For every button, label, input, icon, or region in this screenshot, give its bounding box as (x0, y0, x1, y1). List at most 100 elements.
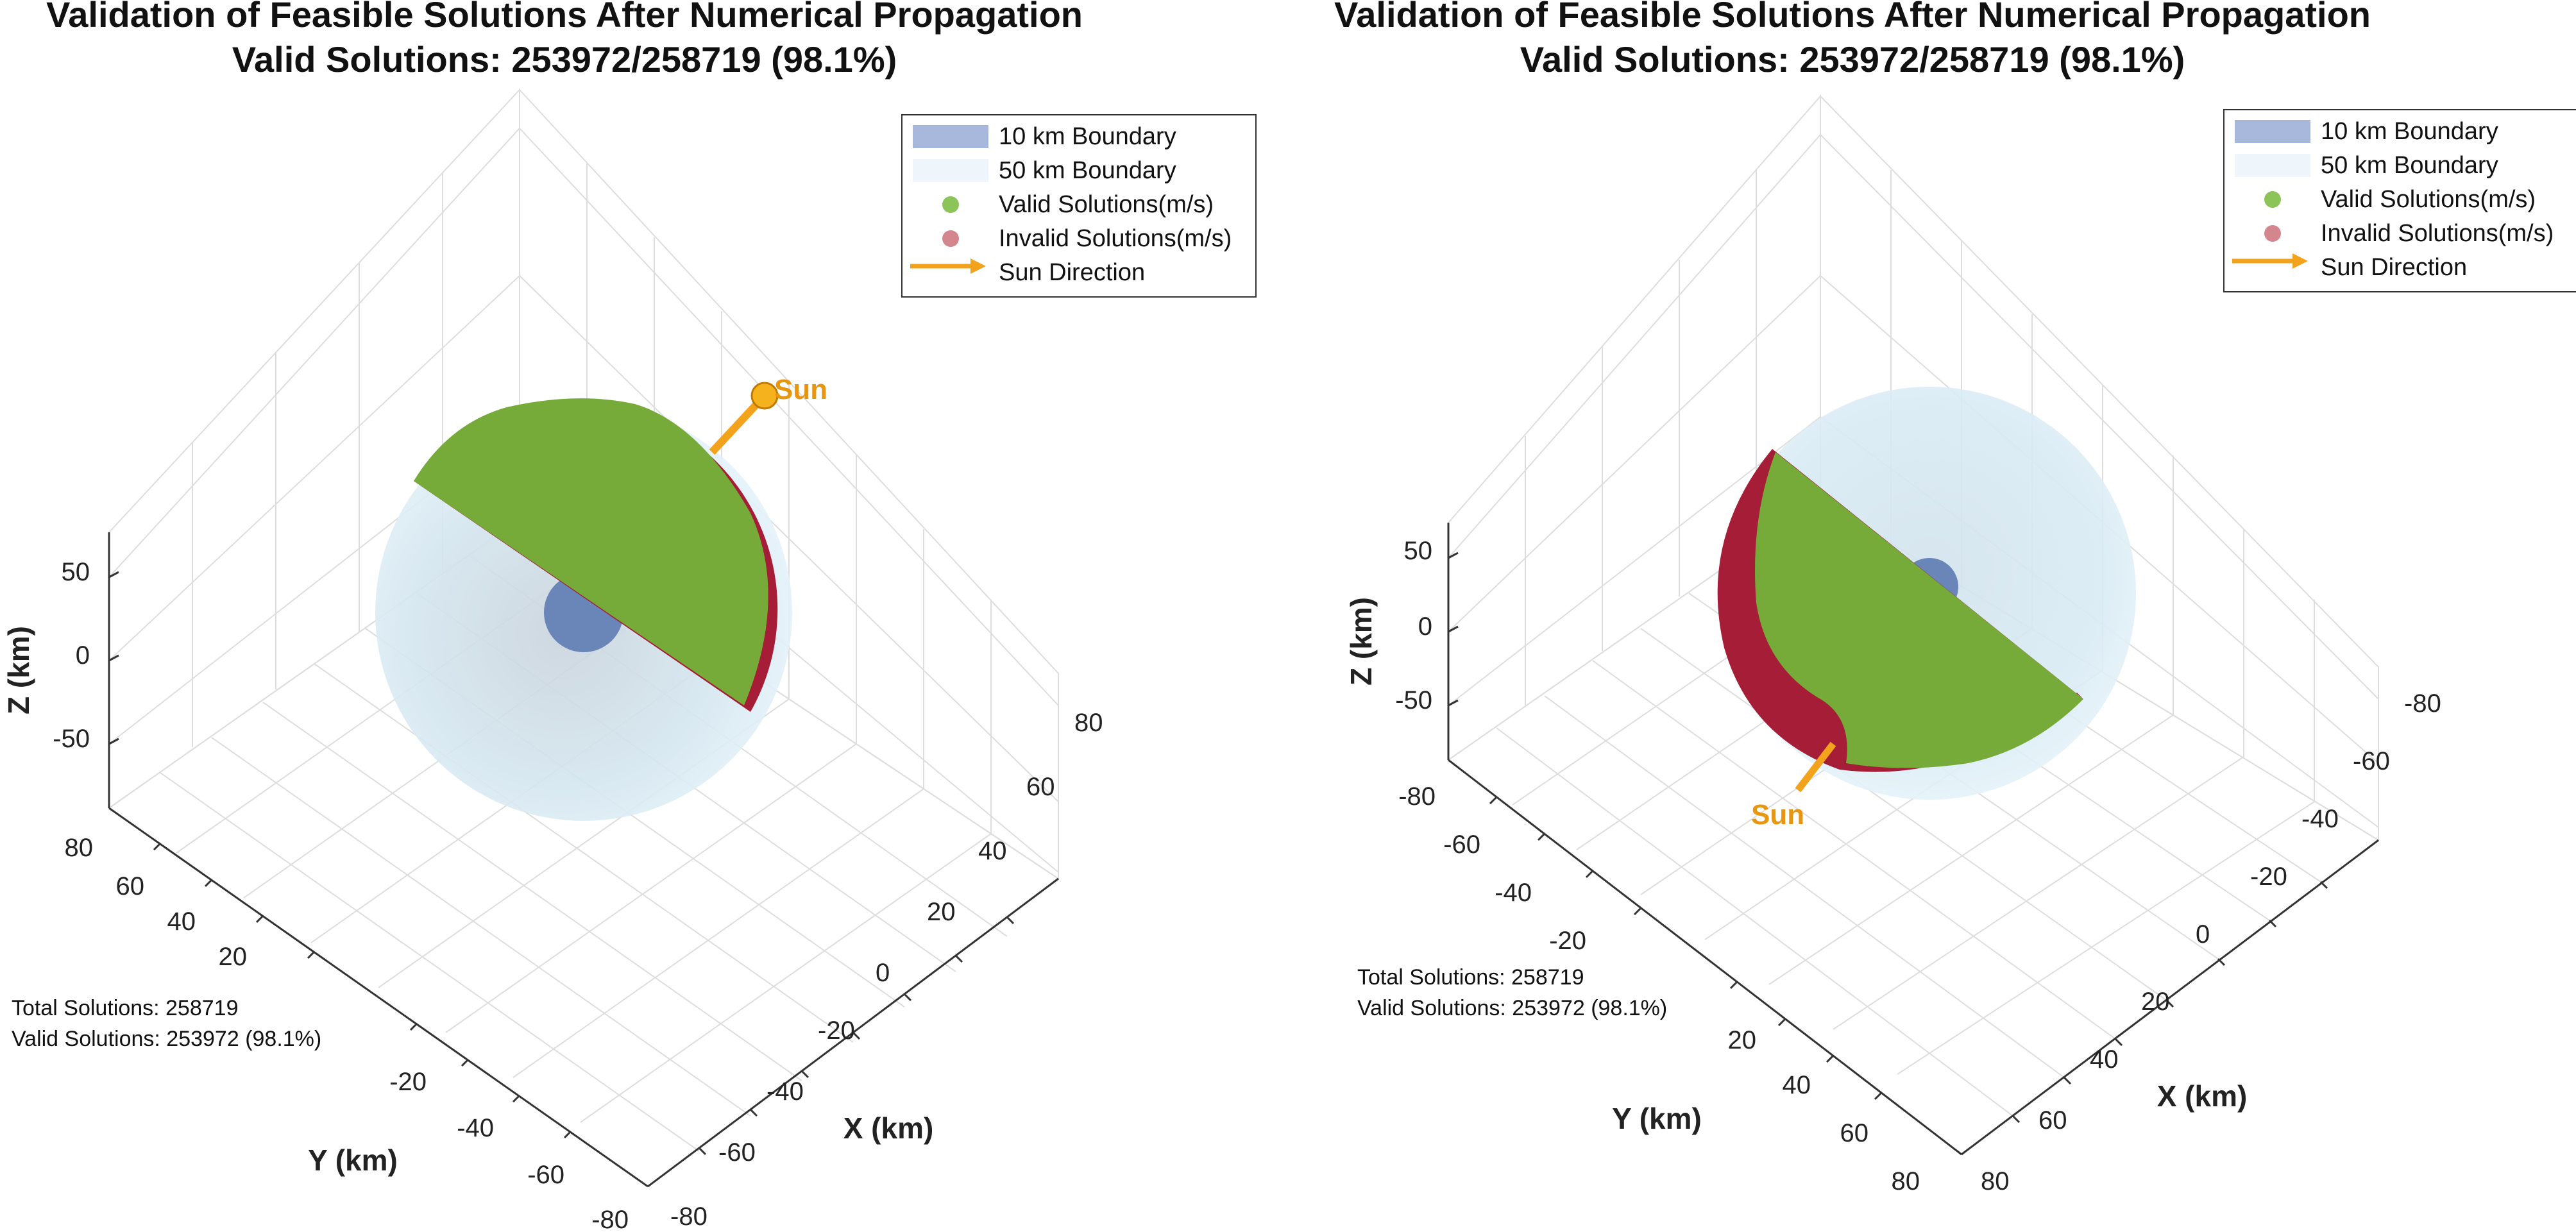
legend-item-invalid: Invalid Solutions(m/s) (2231, 217, 2554, 249)
legend-swatch-10km (913, 125, 988, 148)
x-tick: -40 (2301, 805, 2339, 833)
legend-label: Valid Solutions(m/s) (2321, 185, 2536, 213)
tick-marks (108, 571, 1015, 1156)
z-axis-label: Z (km) (1344, 597, 1378, 686)
legend-dot-invalid (2264, 225, 2281, 242)
y-tick: -80 (591, 1206, 629, 1232)
y-axis-label: Y (km) (1612, 1102, 1702, 1135)
z-tick: 50 (1404, 537, 1433, 565)
y-tick: 60 (116, 872, 145, 900)
x-tick: 0 (876, 959, 890, 987)
legend-label: Invalid Solutions(m/s) (2321, 219, 2554, 247)
left-chart-panel: Validation of Feasible Solutions After N… (2, 0, 1257, 1232)
legend-item-10km: 10 km Boundary (909, 121, 1176, 153)
y-tick: -40 (457, 1114, 494, 1142)
left-3d-plot: Sun 50 0 -50 Z (km) 80 60 40 20 -20 -40 … (2, 88, 1103, 1232)
sun-marker (750, 382, 779, 410)
legend: 10 km Boundary 50 km Boundary Valid Solu… (901, 114, 1257, 298)
x-tick: -80 (670, 1202, 708, 1231)
legend-item-sun: Sun Direction (2231, 251, 2467, 283)
right-chart-panel: Validation of Feasible Solutions After N… (1288, 0, 2576, 1232)
legend-dot-valid (942, 196, 959, 213)
legend-label: Valid Solutions(m/s) (999, 190, 1214, 218)
legend-label: 50 km Boundary (2321, 151, 2498, 179)
y-tick: 80 (1892, 1167, 1920, 1195)
stats-text: Total Solutions: 258719 Valid Solutions:… (12, 993, 321, 1054)
legend-dot-valid (2264, 191, 2281, 208)
legend-swatch-50km (913, 159, 988, 182)
y-tick: 80 (65, 834, 94, 862)
y-tick: -20 (1549, 927, 1586, 955)
chart-subtitle: Valid Solutions: 253972/258719 (98.1%) (232, 39, 897, 80)
sun-arrow-icon (910, 258, 986, 274)
y-tick: 40 (1783, 1071, 1811, 1099)
x-tick: 20 (927, 898, 956, 926)
x-tick: -80 (2404, 689, 2441, 718)
right-3d-plot: Sun 50 0 -50 Z (km) -80 -60 -40 -20 20 4… (1344, 94, 2441, 1195)
legend-label: Invalid Solutions(m/s) (999, 224, 1232, 252)
sun-arrow-icon (2232, 253, 2308, 269)
legend-item-invalid: Invalid Solutions(m/s) (909, 223, 1232, 255)
x-tick: -20 (2250, 863, 2287, 891)
x-tick: 80 (1981, 1167, 2010, 1195)
legend-label: Sun Direction (999, 258, 1146, 286)
legend-dot-invalid (942, 230, 959, 247)
legend-label: 10 km Boundary (999, 122, 1176, 150)
total-solutions-text: Total Solutions: 258719 (12, 996, 239, 1020)
x-tick: 60 (1026, 773, 1055, 801)
legend-label: Sun Direction (2321, 253, 2468, 281)
z-tick: -50 (1395, 686, 1432, 714)
chart-title: Validation of Feasible Solutions After N… (46, 0, 1083, 35)
axis-lines (1447, 523, 2379, 1156)
legend-label: 50 km Boundary (999, 156, 1176, 184)
legend-item-10km: 10 km Boundary (2231, 115, 2498, 148)
legend-item-valid: Valid Solutions(m/s) (909, 189, 1214, 221)
valid-solutions-region (414, 398, 768, 705)
y-tick: -60 (527, 1161, 564, 1189)
valid-solutions-text: Valid Solutions: 253972 (98.1%) (12, 1027, 322, 1051)
legend-swatch-50km (2235, 154, 2310, 177)
sun-label: Sun (1751, 799, 1804, 831)
x-axis-label: X (km) (843, 1111, 934, 1145)
x-tick: -40 (767, 1077, 804, 1106)
x-tick: -60 (2353, 747, 2390, 775)
legend-swatch-10km (2235, 120, 2310, 143)
legend-item-50km: 50 km Boundary (2231, 149, 2498, 181)
y-tick: 20 (1728, 1026, 1757, 1054)
legend-item-sun: Sun Direction (909, 257, 1145, 289)
stats-text: Total Solutions: 258719 Valid Solutions:… (1357, 962, 1667, 1024)
legend-item-50km: 50 km Boundary (909, 155, 1176, 187)
chart-subtitle: Valid Solutions: 253972/258719 (98.1%) (1520, 39, 2185, 80)
x-tick: 20 (2141, 988, 2170, 1016)
valid-solutions-text: Valid Solutions: 253972 (98.1%) (1357, 996, 1668, 1020)
y-tick: -20 (389, 1068, 427, 1096)
tick-marks (1448, 552, 2328, 1124)
z-tick: 0 (76, 641, 90, 670)
y-tick: -40 (1495, 879, 1532, 907)
total-solutions-text: Total Solutions: 258719 (1357, 965, 1584, 990)
x-tick: 40 (978, 837, 1007, 865)
x-axis-label: X (km) (2157, 1079, 2248, 1113)
x-tick: 60 (2038, 1106, 2067, 1135)
x-tick: 40 (2090, 1045, 2119, 1074)
z-tick: 50 (62, 558, 90, 586)
x-tick: -60 (718, 1138, 756, 1167)
valid-solutions-region (1755, 452, 2083, 768)
y-tick: -60 (1443, 831, 1480, 859)
sun-direction-line (1795, 741, 1836, 793)
x-tick: 80 (1074, 709, 1103, 737)
y-tick: -80 (1398, 782, 1436, 811)
z-axis-label: Z (km) (2, 626, 35, 714)
x-tick: 0 (2196, 920, 2210, 949)
z-tick: 0 (1418, 612, 1432, 641)
z-tick: -50 (53, 725, 90, 753)
legend-label: 10 km Boundary (2321, 117, 2498, 145)
chart-title: Validation of Feasible Solutions After N… (1334, 0, 2371, 35)
legend: 10 km Boundary 50 km Boundary Valid Solu… (2223, 109, 2576, 292)
y-tick: 20 (219, 943, 248, 971)
y-axis-label: Y (km) (308, 1143, 398, 1177)
y-tick: 60 (1840, 1119, 1869, 1147)
x-tick: -20 (818, 1017, 855, 1045)
sun-label: Sun (774, 374, 827, 405)
y-tick: 40 (167, 907, 196, 936)
